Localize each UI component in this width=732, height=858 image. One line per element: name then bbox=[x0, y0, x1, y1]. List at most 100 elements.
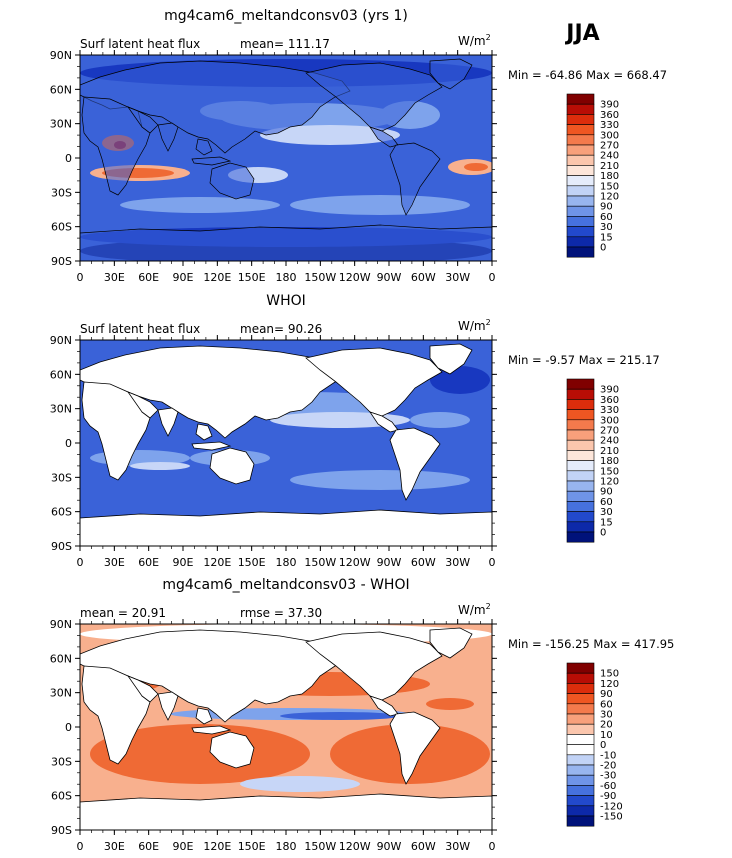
lon-label: 30W bbox=[445, 271, 470, 284]
colorbar-swatch bbox=[566, 785, 595, 796]
colorbar-swatch bbox=[566, 470, 595, 482]
colorbar-label: 210 bbox=[600, 446, 619, 457]
colorbar-swatch bbox=[566, 236, 595, 248]
lon-label: 120E bbox=[203, 556, 231, 569]
colorbar-label: 240 bbox=[600, 436, 619, 447]
lon-label: 120W bbox=[339, 840, 371, 853]
units-label: W/m2 bbox=[458, 318, 491, 333]
lat-label: 30S bbox=[51, 755, 72, 768]
colorbar-swatch bbox=[566, 511, 595, 523]
colorbar-label: 300 bbox=[600, 130, 619, 141]
colorbar-label: -120 bbox=[600, 801, 623, 812]
lon-label: 150W bbox=[304, 271, 336, 284]
colorbar-label: -10 bbox=[600, 750, 616, 761]
lon-label: 0 bbox=[77, 840, 84, 853]
lon-label: 120W bbox=[339, 271, 371, 284]
lat-label: 90S bbox=[51, 255, 72, 268]
colorbar-swatch bbox=[566, 114, 595, 125]
panel-title: mg4cam6_meltandconsv03 (yrs 1) bbox=[164, 8, 408, 24]
colorbar-swatch bbox=[566, 672, 595, 684]
colorbar-swatch bbox=[566, 693, 595, 705]
lon-label: 90W bbox=[377, 556, 402, 569]
panel-left-label: Surf latent heat flux bbox=[80, 37, 200, 51]
lat-label: 0 bbox=[65, 152, 72, 165]
colorbar-label: 150 bbox=[600, 466, 619, 477]
colorbar-label: 150 bbox=[600, 669, 619, 680]
colorbar-swatch bbox=[566, 703, 595, 715]
lat-label: 90S bbox=[51, 540, 72, 553]
colorbar-swatch bbox=[566, 134, 595, 146]
units-superscript: 2 bbox=[486, 318, 491, 327]
lon-label: 120W bbox=[339, 556, 371, 569]
season-label: JJA bbox=[564, 21, 599, 46]
colorbar-label: -20 bbox=[600, 761, 616, 772]
min-max-label: Min = -156.25 Max = 417.95 bbox=[508, 637, 674, 651]
colorbar-label: 60 bbox=[600, 212, 613, 223]
colorbar-swatch bbox=[566, 388, 595, 400]
lat-label: 60N bbox=[50, 652, 72, 665]
colorbar-swatch bbox=[566, 103, 595, 115]
colorbar-swatch bbox=[566, 409, 595, 421]
colorbar-swatch bbox=[566, 805, 595, 817]
lon-label: 0 bbox=[77, 271, 84, 284]
colorbar-swatch bbox=[566, 226, 595, 238]
colorbar-swatch bbox=[566, 774, 595, 786]
colorbar-label: 300 bbox=[600, 415, 619, 426]
lon-label: 90E bbox=[173, 271, 194, 284]
colorbar-swatch bbox=[566, 734, 595, 745]
lon-label: 0 bbox=[77, 556, 84, 569]
lat-label: 30N bbox=[50, 687, 72, 700]
colorbar-label: -60 bbox=[600, 781, 616, 792]
lat-label: 0 bbox=[65, 437, 72, 450]
colorbar-label: 180 bbox=[600, 171, 619, 182]
lon-label: 180 bbox=[276, 840, 297, 853]
colorbar-label: 15 bbox=[600, 232, 613, 243]
colorbar-label: 180 bbox=[600, 456, 619, 467]
lat-label: 60S bbox=[51, 506, 72, 519]
lat-label: 30N bbox=[50, 118, 72, 131]
lon-label: 120E bbox=[203, 271, 231, 284]
colorbar-label: 390 bbox=[600, 100, 619, 111]
lat-label: 90S bbox=[51, 824, 72, 837]
lon-label: 180 bbox=[276, 556, 297, 569]
lon-label: 150E bbox=[238, 271, 266, 284]
colorbar-swatch bbox=[566, 460, 595, 472]
colorbar-swatch bbox=[566, 378, 595, 390]
colorbar-label: 90 bbox=[600, 689, 613, 700]
lat-label: 60S bbox=[51, 790, 72, 803]
colorbar-swatch bbox=[566, 429, 595, 441]
lon-label: 90W bbox=[377, 840, 402, 853]
colorbar-label: 15 bbox=[600, 517, 613, 528]
colorbar-swatch bbox=[566, 501, 595, 512]
colorbar-swatch bbox=[566, 165, 595, 176]
colorbar-label: 120 bbox=[600, 679, 619, 690]
lat-label: 30N bbox=[50, 403, 72, 416]
colorbar-label: 90 bbox=[600, 202, 613, 213]
lon-label: 30W bbox=[445, 840, 470, 853]
colorbar-label: 360 bbox=[600, 110, 619, 121]
lat-label: 90N bbox=[50, 49, 72, 62]
colorbar-swatch bbox=[566, 246, 595, 258]
colorbar-label: 0 bbox=[600, 740, 606, 751]
colorbar-swatch bbox=[566, 815, 595, 827]
colorbar-swatch bbox=[566, 754, 595, 766]
colorbar-swatch bbox=[566, 185, 595, 197]
lon-label: 90E bbox=[173, 840, 194, 853]
panel-title: mg4cam6_meltandconsv03 - WHOI bbox=[162, 577, 409, 593]
lat-label: 60S bbox=[51, 221, 72, 234]
colorbar-label: 210 bbox=[600, 161, 619, 172]
panel-stat-label: mean= 90.26 bbox=[240, 322, 322, 336]
lon-label: 30E bbox=[104, 556, 125, 569]
colorbar-swatch bbox=[566, 490, 595, 502]
panel-3: mg4cam6_meltandconsv03 - WHOI mean = 20.9… bbox=[50, 577, 675, 853]
colorbar-label: 10 bbox=[600, 730, 613, 741]
map-field bbox=[80, 624, 492, 830]
lon-label: 0 bbox=[489, 840, 496, 853]
colorbar-swatch bbox=[566, 144, 595, 156]
lat-label: 30S bbox=[51, 186, 72, 199]
lon-label: 90E bbox=[173, 556, 194, 569]
